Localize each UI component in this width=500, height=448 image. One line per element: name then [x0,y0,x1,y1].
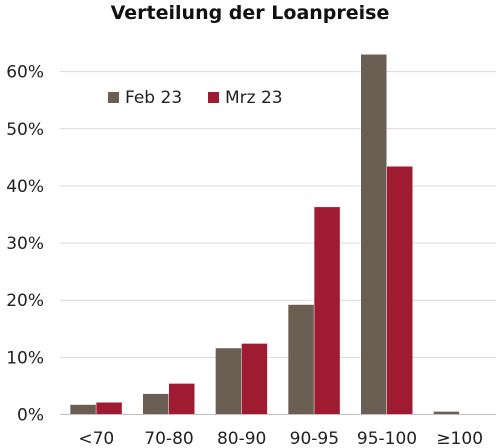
bar [215,348,242,415]
bar [241,343,268,415]
y-tick-label: 20% [6,291,44,311]
bar [314,207,340,415]
legend-swatch [108,92,119,103]
bar [288,304,314,415]
x-tick-label: 90-95 [290,429,339,448]
x-tick-label: 80-90 [217,429,266,448]
x-axis-ticks: <70 70-80 80-90 90-95 95-100 ≥100 [78,429,483,448]
bar [169,383,195,415]
legend-label: Feb 23 [125,88,182,108]
y-tick-label: 40% [6,177,44,197]
x-tick-label: <70 [78,429,114,448]
y-tick-label: 30% [6,234,44,254]
y-tick-label: 10% [6,348,44,368]
legend-label: Mrz 23 [225,88,283,108]
y-tick-label: 50% [6,120,44,140]
gridlines [60,71,496,358]
bar [70,404,96,415]
chart-title: Verteilung der Loanpreise [111,2,390,24]
y-axis-ticks: 0% 10% 20% 30% 40% 50% 60% [6,63,44,426]
bar [361,54,387,415]
bar [387,166,413,415]
y-tick-label: 60% [6,63,44,83]
x-tick-label: 70-80 [144,429,193,448]
x-tick-label: ≥100 [436,429,483,448]
y-tick-label: 0% [17,406,44,426]
legend-swatch [208,92,219,103]
legend: Feb 23 Mrz 23 [108,88,283,108]
bar [96,402,122,415]
bar [433,411,460,415]
bars [70,54,460,415]
bar [143,393,169,415]
x-tick-label: 95-100 [357,429,417,448]
